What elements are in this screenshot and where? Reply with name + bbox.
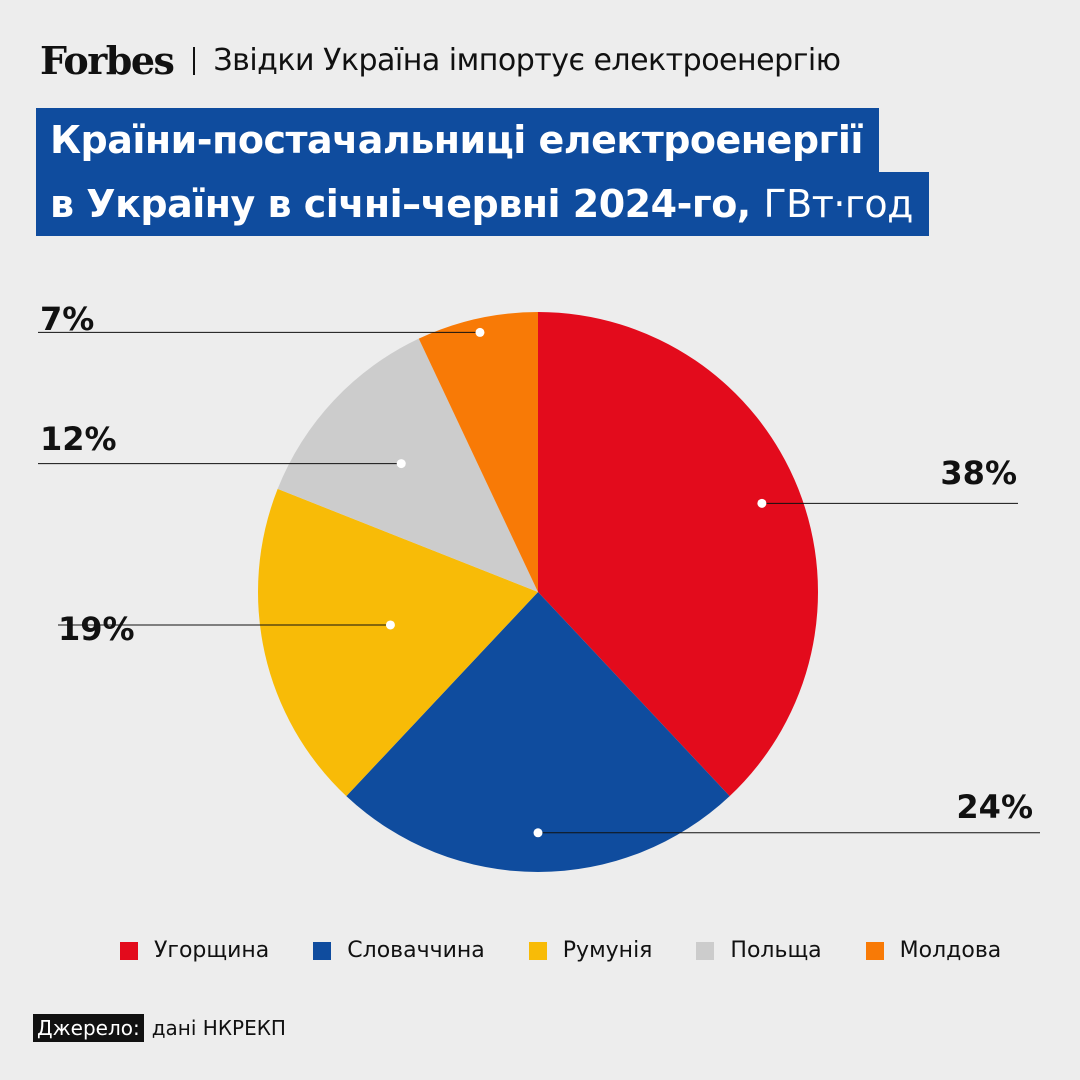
header-subtitle: Звідки Україна імпортує електроенергію [213,43,841,78]
data-label-hungary: 38% [940,454,1017,492]
pie-slice-moldova [418,312,538,592]
pie-slice-poland [277,338,538,592]
pie-slice-romania [258,488,538,797]
legend-item-slovakia: Словаччина [313,938,485,963]
chart-title-unit: ГВт·год [763,182,913,226]
legend-label-hungary: Угорщина [154,938,270,963]
pie-slice-hungary [538,312,819,797]
legend-swatch-moldova [865,941,884,960]
legend-item-romania: Румунія [528,938,653,963]
legend-item-hungary: Угорщина [120,938,269,963]
pie-labels: 38% 24% 19% 12% 7% [38,300,1040,838]
legend-label-moldova: Молдова [899,938,1002,963]
forbes-logo: Forbes [40,38,175,83]
chart-title: Країни-постачальниці електроенергії в Ук… [36,108,929,236]
chart-title-line-2: в Україну в січні–червні 2024-го, ГВт·го… [36,172,929,236]
source-text: дані НКРЕКП [151,1016,286,1040]
source-note: Джерело: дані НКРЕКП [33,1014,286,1042]
chart-legend: Угорщина Словаччина Румунія Польща Молдо… [120,938,1045,963]
chart-title-main: в Україну в січні–червні 2024-го, [50,182,751,226]
data-label-romania: 19% [58,610,135,648]
legend-item-poland: Польща [696,938,822,963]
legend-swatch-slovakia [313,941,332,960]
legend-label-romania: Румунія [562,938,653,963]
data-label-slovakia: 24% [956,788,1033,826]
leader-dot-moldova [475,327,485,337]
legend-swatch-poland [696,941,715,960]
header-divider [193,46,196,75]
brand-header: Forbes Звідки Україна імпортує електроен… [40,38,841,83]
source-label: Джерело: [33,1014,144,1042]
legend-swatch-hungary [120,941,138,960]
data-label-moldova: 7% [40,300,94,338]
chart-title-line-1: Країни-постачальниці електроенергії [36,108,879,172]
legend-swatch-romania [528,941,547,960]
legend-item-moldova: Молдова [865,938,1002,963]
leader-dot-romania [385,620,395,630]
pie-slice-slovakia [346,592,730,872]
leader-dot-poland [396,459,406,469]
pie-slices [258,312,819,872]
legend-label-poland: Польща [730,938,822,963]
data-label-poland: 12% [40,420,117,458]
leader-dot-slovakia [533,828,543,838]
legend-label-slovakia: Словаччина [347,938,485,963]
leader-dot-hungary [757,498,767,508]
